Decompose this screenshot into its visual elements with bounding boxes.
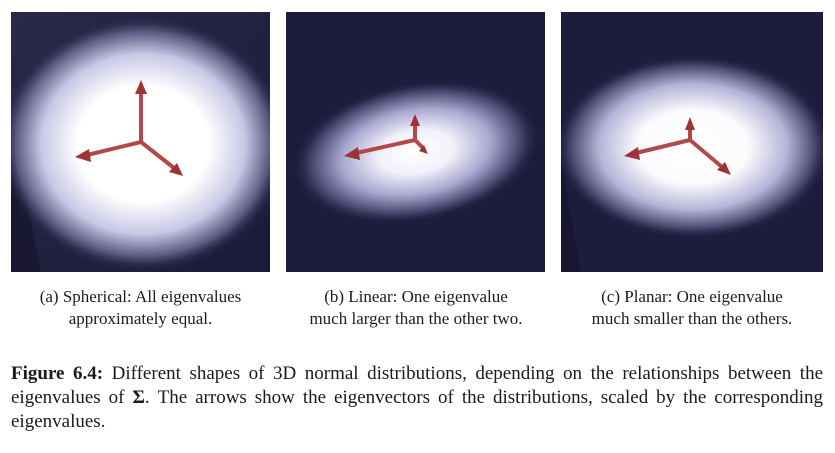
glow-disc [561, 55, 823, 239]
subcaption-text: Linear: One eigenvalue [348, 287, 508, 306]
panel-spherical [11, 12, 270, 272]
eigenvector-arrows [344, 114, 428, 160]
linear-distribution-image [286, 12, 545, 272]
figure-text: Different shapes of 3D normal distributi… [11, 363, 823, 408]
subcaption-line1: (b) Linear: One eigenvalue [280, 286, 552, 308]
planar-distribution-image [561, 12, 823, 272]
subcaption-line2: approximately equal. [68, 309, 213, 328]
subcaption-text: Spherical: All eigenvalues [62, 287, 242, 306]
panel-linear [286, 12, 545, 272]
subcaption-c: (c) Planar: One eigenvalue much smaller … [561, 286, 823, 330]
subcaption-label: (b) [324, 287, 345, 306]
spherical-distribution-image [11, 12, 270, 272]
subcaption-line2: much smaller than the others. [591, 309, 793, 328]
sigma-symbol: Σ [132, 387, 145, 408]
subcaption-label: (c) [601, 287, 620, 306]
subcaption-line2: much larger than the other two. [309, 309, 523, 328]
subcaption-line1: (a) Spherical: All eigenvalues [11, 286, 270, 308]
figure-label: Figure 6.4: [11, 363, 104, 384]
glow-ellipsoid [292, 79, 540, 225]
subcaption-label: (a) [39, 287, 59, 306]
subcaption-text: Planar: One eigenvalue [624, 287, 783, 306]
panel-planar [561, 12, 823, 272]
eigenvector-arrows [624, 117, 731, 175]
eigenvector-arrows [75, 80, 183, 176]
figure-caption: Figure 6.4: Different shapes of 3D norma… [11, 362, 823, 434]
figure-text-2: . The arrows show the eigenvectors of th… [11, 387, 823, 432]
subcaption-a: (a) Spherical: All eigenvalues approxima… [11, 286, 270, 330]
subcaption-b: (b) Linear: One eigenvalue much larger t… [280, 286, 552, 330]
subcaption-line1: (c) Planar: One eigenvalue [561, 286, 823, 308]
